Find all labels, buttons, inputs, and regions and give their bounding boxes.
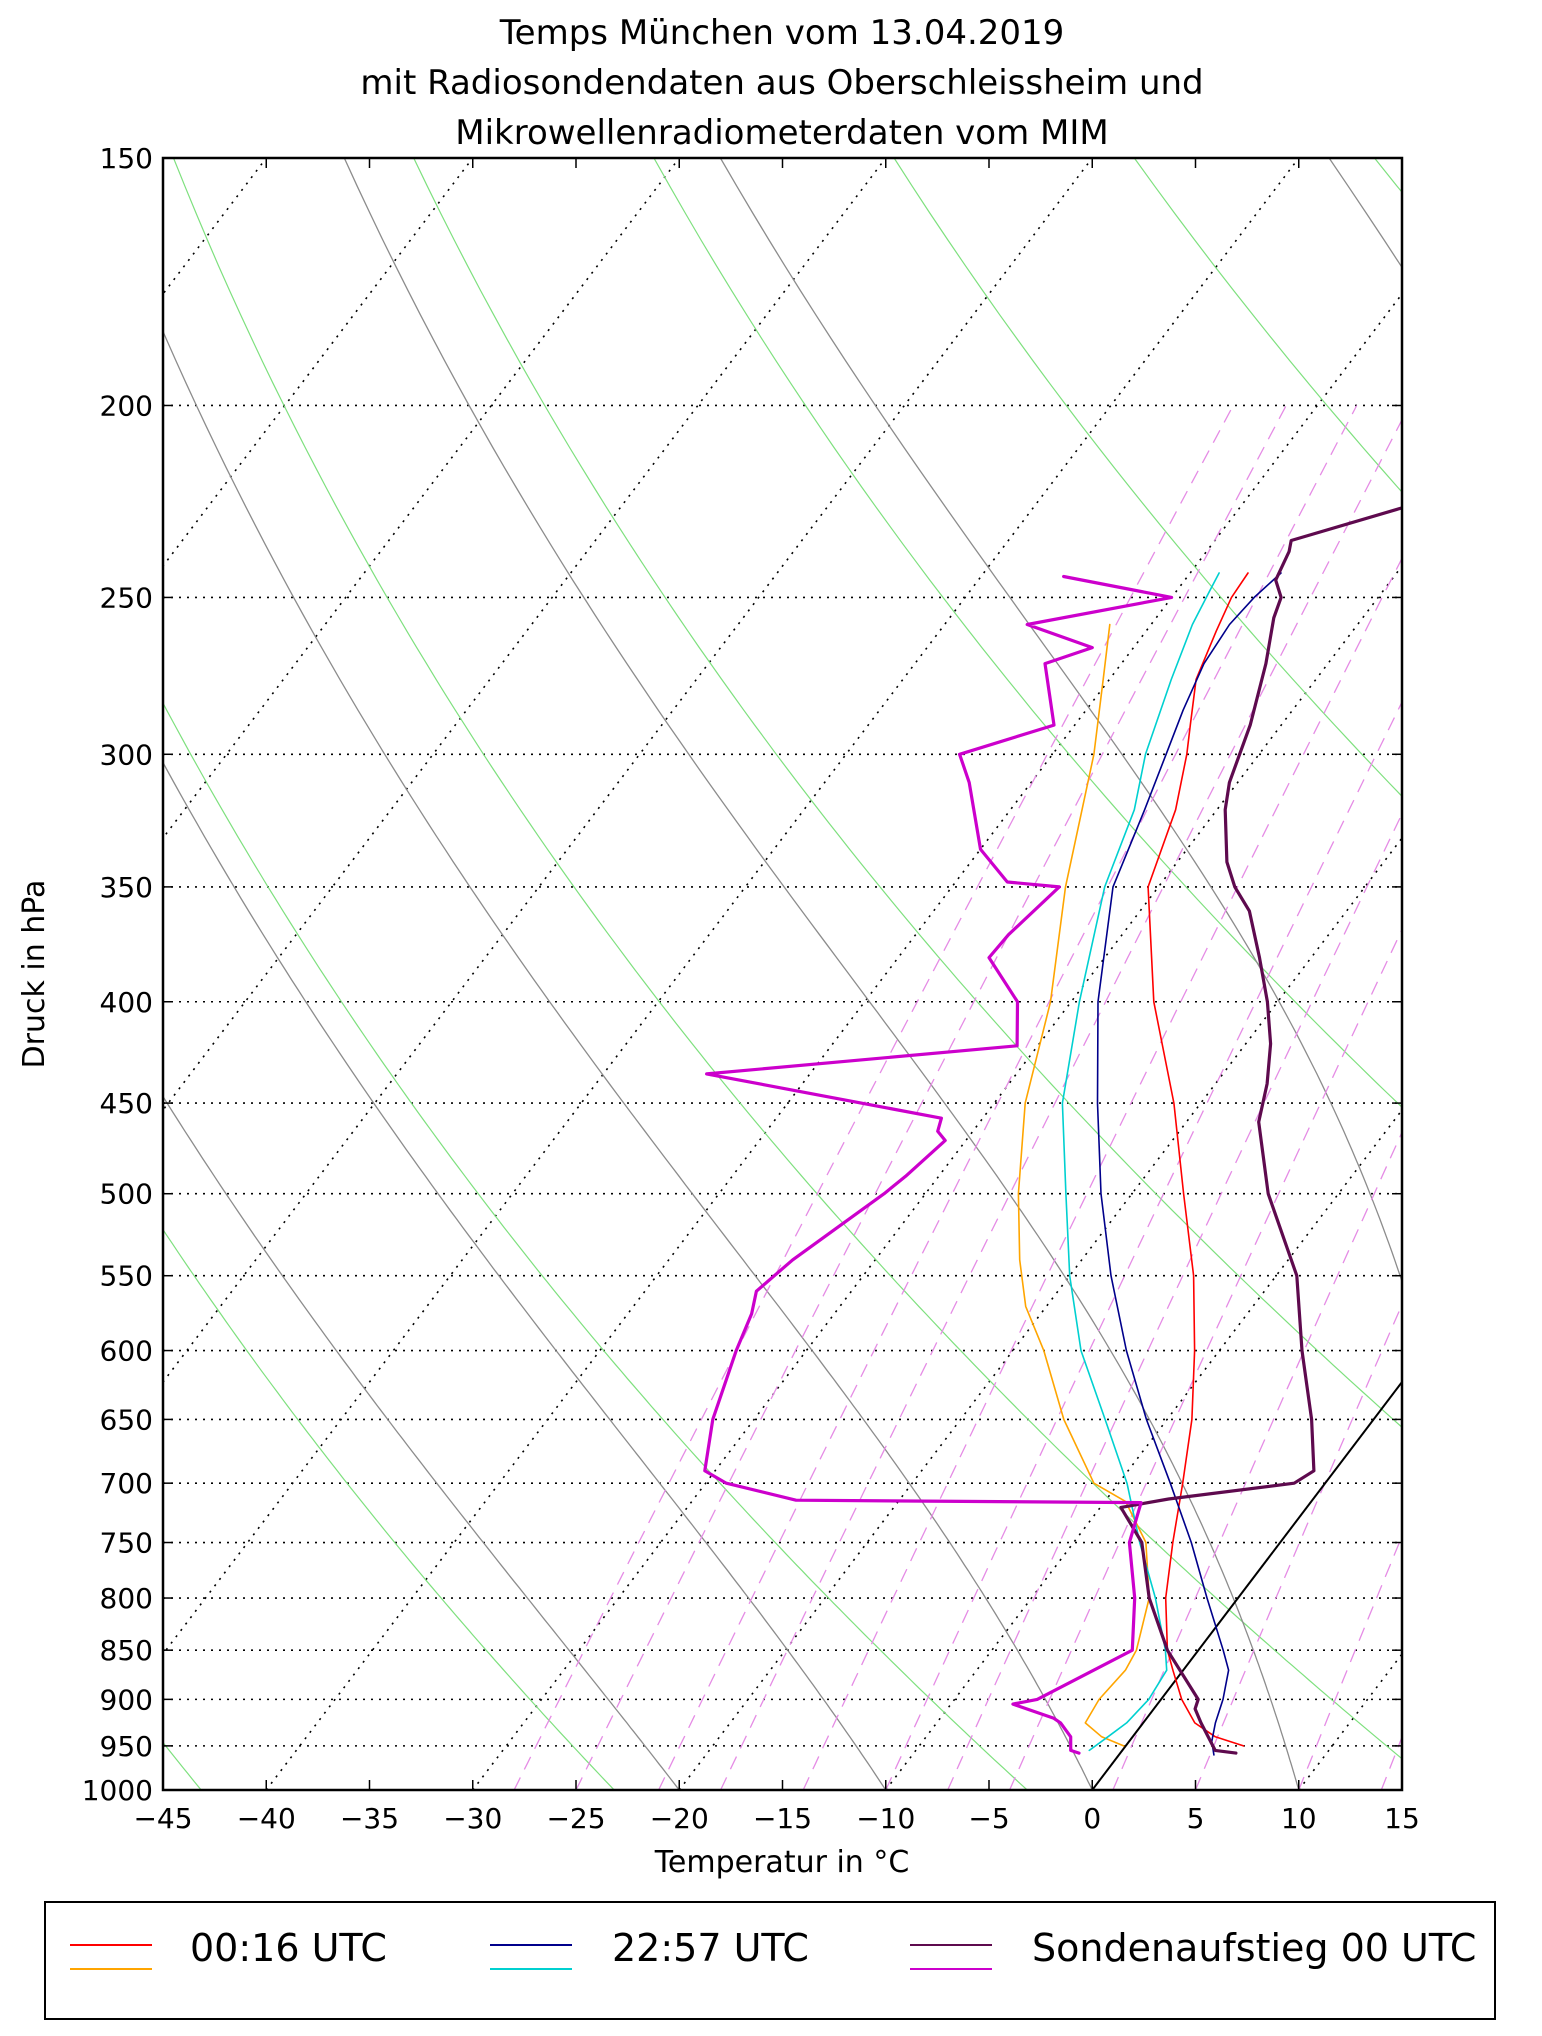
title-line-2: mit Radiosondendaten aus Oberschleisshei…: [360, 63, 1203, 103]
mixing-ratio-line: [576, 406, 1286, 1791]
x-tick-label: −15: [753, 1802, 812, 1835]
y-tick-label: 650: [100, 1403, 153, 1436]
title-line-1: Temps München vom 13.04.2019: [499, 13, 1065, 53]
y-tick-label: 500: [100, 1178, 153, 1211]
isotherm-line: [886, 158, 1542, 1790]
title-line-3: Mikrowellenradiometerdaten vom MIM: [455, 113, 1108, 153]
y-tick-label: 900: [100, 1683, 153, 1716]
x-tick-label: −40: [237, 1802, 296, 1835]
mixing-ratio-line: [721, 406, 1410, 1791]
series-dewpoint-00-16-utc: [1018, 625, 1149, 1746]
dry-adiabat-line: [913, 0, 1542, 1790]
moist-adiabat-line: [93, 158, 1092, 1790]
isotherm-line: [473, 158, 1542, 1790]
legend-label: 22:57 UTC: [612, 1926, 809, 1970]
moist-adiabat-line: [344, 158, 1299, 1790]
dry-adiabat-line: [0, 0, 614, 1790]
dry-adiabat-line: [1127, 0, 1542, 1790]
moist-adiabat-line: [720, 158, 1505, 1790]
y-tick-label: 400: [100, 986, 153, 1019]
x-axis-label: Temperatur in °C: [654, 1845, 910, 1880]
x-tick-label: 15: [1384, 1802, 1420, 1835]
y-tick-label: 700: [100, 1467, 153, 1500]
dry-adiabat-line: [485, 0, 1542, 1790]
isotherm-line: [1299, 158, 1542, 1790]
x-tick-label: 5: [1187, 1802, 1205, 1835]
mixing-ratio-line: [886, 406, 1542, 1791]
series-dewpoint-22-57-utc: [1062, 573, 1219, 1750]
y-tick-label: 950: [100, 1730, 153, 1763]
isotherm-line: [266, 158, 1505, 1790]
x-tick-label: −20: [650, 1802, 709, 1835]
mixing-ratio-line: [514, 406, 1233, 1791]
isotherm-line: [1092, 158, 1542, 1790]
y-tick-label: 800: [100, 1582, 153, 1615]
mixing-ratio-line: [1381, 406, 1542, 1791]
dry-adiabat-line: [699, 0, 1542, 1790]
x-tick-label: −5: [968, 1802, 1009, 1835]
mixing-ratio-line: [1196, 406, 1542, 1791]
y-tick-label: 1000: [82, 1774, 153, 1807]
dry-adiabat-line: [271, 0, 1542, 1790]
plot-frame: [163, 158, 1402, 1790]
isotherm-line: [60, 158, 1299, 1790]
mixing-ratio-line: [1299, 406, 1542, 1791]
x-tick-label: −30: [443, 1802, 502, 1835]
y-tick-label: 750: [100, 1527, 153, 1560]
y-tick-label: 300: [100, 738, 153, 771]
y-tick-label: 200: [100, 389, 153, 422]
y-tick-label: 250: [100, 581, 153, 614]
y-tick-label: 450: [100, 1087, 153, 1120]
mixing-ratio-line: [948, 406, 1542, 1791]
background-lines: [0, 0, 1542, 1790]
y-tick-label: 350: [100, 871, 153, 904]
zero-isotherm-line: [1092, 158, 1542, 1790]
y-tick-label: 550: [100, 1260, 153, 1293]
legend-label: 00:16 UTC: [190, 1926, 387, 1970]
dry-adiabat-line: [1341, 0, 1542, 1790]
isotherm-line: [1505, 158, 1542, 1790]
isotherm-line: [0, 158, 473, 1790]
sounding-profiles: [705, 158, 1542, 1755]
chart-title: Temps München vom 13.04.2019 mit Radioso…: [360, 13, 1203, 153]
mixing-ratio-line: [1113, 406, 1542, 1791]
y-axis-label: Druck in hPa: [17, 880, 52, 1069]
mixing-ratio-line: [659, 406, 1357, 1791]
x-tick-label: 10: [1281, 1802, 1317, 1835]
legend-label: Sondenaufstieg 00 UTC: [1032, 1926, 1476, 1970]
mixing-ratio-line: [803, 406, 1479, 1791]
y-tick-label: 850: [100, 1634, 153, 1667]
dry-adiabat-line: [0, 0, 1027, 1790]
moist-adiabat-line: [1329, 158, 1542, 1790]
legend: 00:16 UTC 22:57 UTC Sondenaufstieg 00 UTC: [45, 1902, 1495, 2019]
x-tick-label: −25: [546, 1802, 605, 1835]
isotherm-line: [679, 158, 1542, 1790]
series-temperature-sondenaufstieg-00-utc: [1121, 158, 1542, 1753]
x-tick-label: −35: [340, 1802, 399, 1835]
x-tick-label: −10: [856, 1802, 915, 1835]
x-tick-label: 0: [1083, 1802, 1101, 1835]
y-tick-label: 150: [100, 142, 153, 175]
y-tick-label: 600: [100, 1335, 153, 1368]
